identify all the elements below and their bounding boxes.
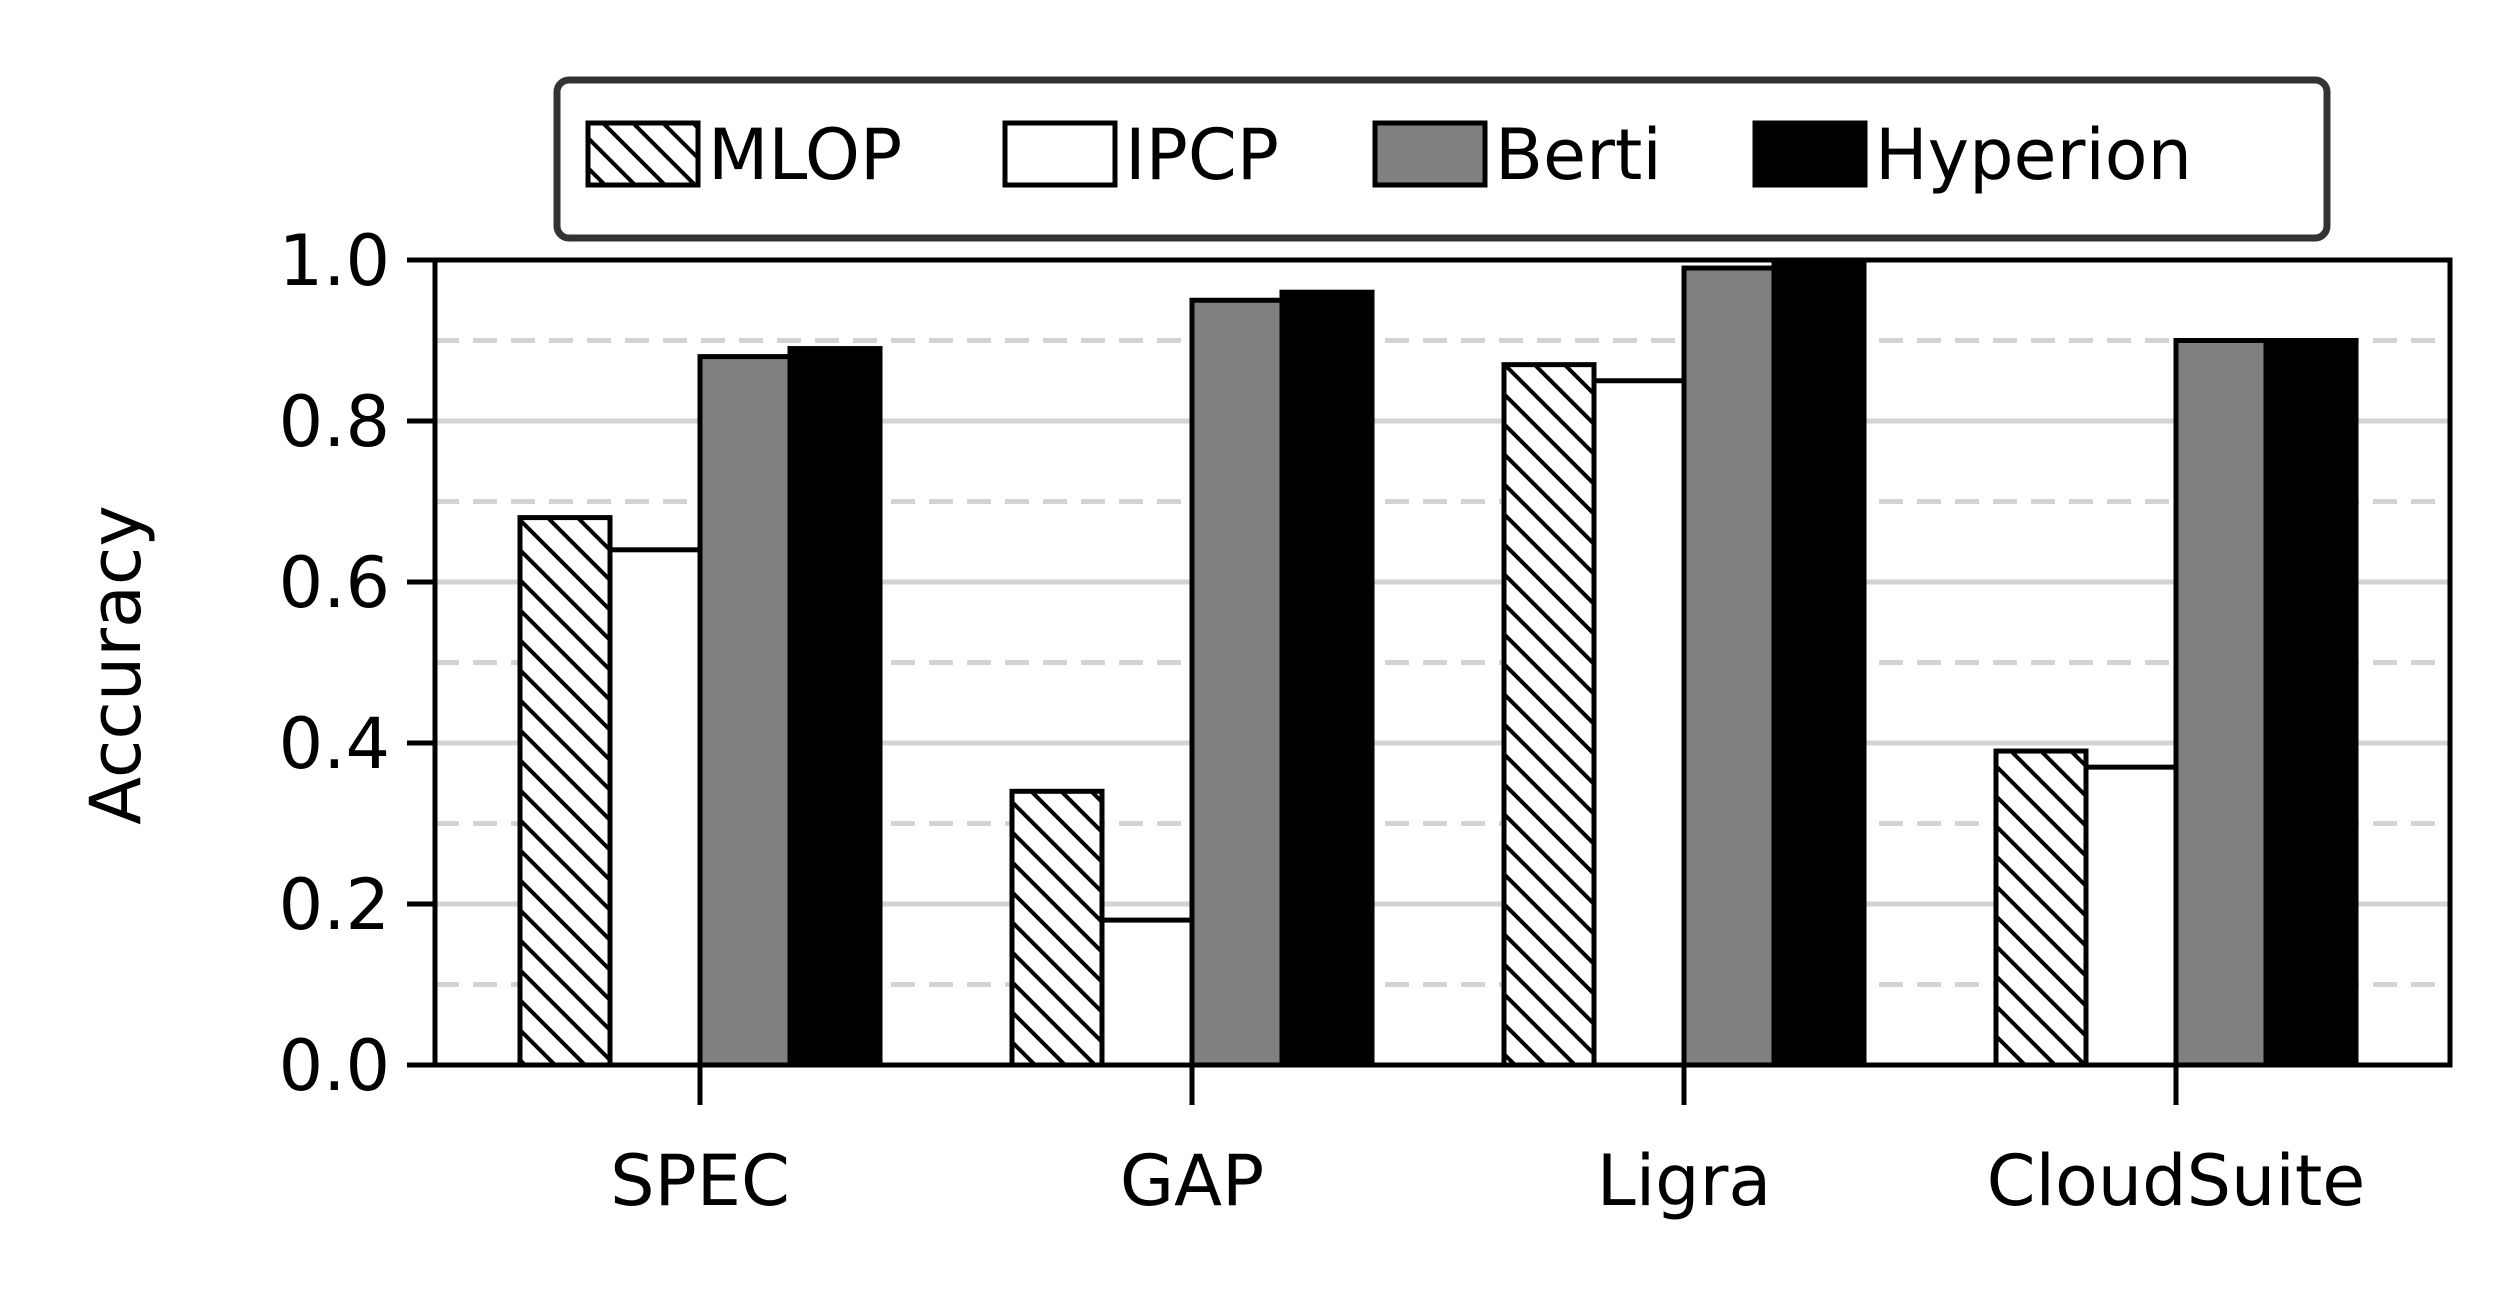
y-axis-label: Accuracy: [75, 505, 157, 825]
bar-mlop-gap: [1009, 788, 1105, 1068]
y-tick-label: 0.4: [279, 703, 390, 785]
bar-berti-ligra: [1681, 265, 1777, 1068]
axes: [432, 257, 2453, 1068]
ticks: 0.0 0.2 0.4 0.6 0.8 1.0 SPEC GAP Ligra CloudSuite: [279, 220, 2366, 1222]
legend-swatch-ipcp: [1002, 120, 1118, 188]
bar-hyperion-cloudsuite: [2263, 338, 2359, 1068]
x-tick-label: GAP: [1120, 1140, 1264, 1222]
y-tick-label: 0.8: [279, 381, 390, 463]
legend: MLOP IPCP Berti Hyperion: [553, 76, 2331, 242]
bar-ipcp-spec: [607, 547, 703, 1068]
legend-label-ipcp: IPCP: [1125, 114, 1279, 196]
y-tick-label: 0.6: [279, 542, 390, 624]
x-tick-label: SPEC: [610, 1140, 790, 1222]
bar-berti-cloudsuite: [2173, 338, 2269, 1068]
bar-hyperion-spec: [787, 346, 883, 1068]
bar-berti-gap: [1189, 297, 1285, 1068]
x-tick-label: Ligra: [1597, 1140, 1772, 1222]
y-tick-label: 0.0: [279, 1025, 390, 1107]
legend-label-berti: Berti: [1495, 114, 1662, 196]
bar-berti-spec: [697, 354, 793, 1068]
x-tick-label: CloudSuite: [1987, 1140, 2366, 1222]
plot-frame: [432, 257, 2453, 1068]
legend-label-hyperion: Hyperion: [1875, 114, 2192, 196]
bar-ipcp-gap: [1099, 917, 1195, 1068]
bar-mlop-spec: [517, 515, 613, 1068]
bar-ipcp-cloudsuite: [2083, 764, 2179, 1068]
bar-mlop-ligra: [1501, 362, 1597, 1068]
bars: [517, 257, 2359, 1068]
bar-mlop-cloudsuite: [1993, 748, 2089, 1068]
y-tick-label: 0.2: [279, 864, 390, 946]
bar-ipcp-ligra: [1591, 378, 1687, 1068]
y-tick-label: 1.0: [279, 220, 390, 302]
legend-swatch-hyperion: [1752, 120, 1868, 188]
legend-swatch-berti: [1372, 120, 1488, 188]
legend-swatch-mlop: [585, 120, 701, 188]
bar-hyperion-ligra: [1771, 257, 1867, 1068]
bar-hyperion-gap: [1279, 289, 1375, 1068]
legend-label-mlop: MLOP: [708, 114, 902, 196]
